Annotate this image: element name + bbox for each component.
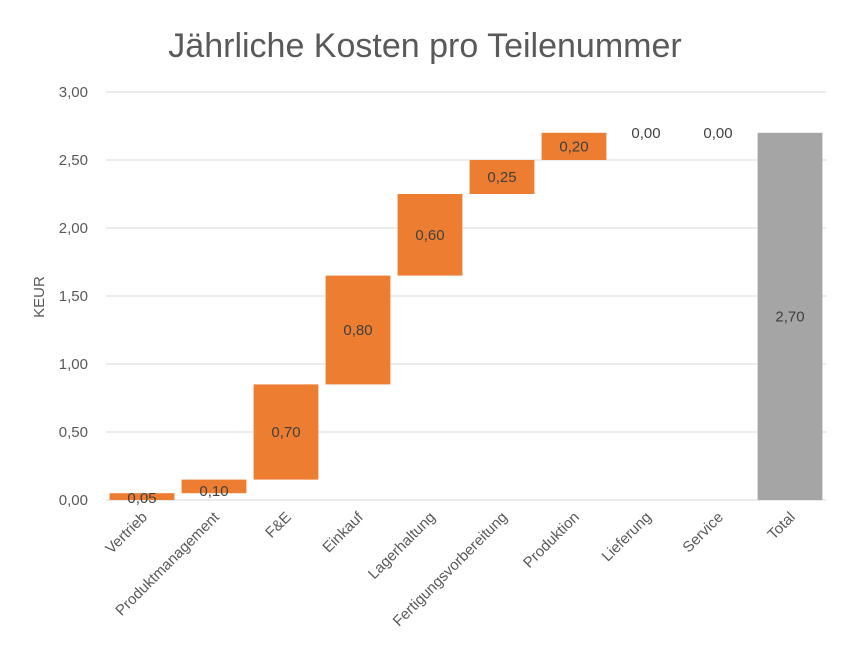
data-label: 0,05 [127, 490, 156, 507]
y-axis-label: KEUR [31, 276, 48, 318]
x-tick-label: Vertrieb [102, 509, 151, 558]
x-tick-label: Total [764, 509, 798, 543]
data-label: 0,20 [559, 138, 588, 155]
gridlines [106, 91, 826, 501]
bar-fertigungsvorbereitung [469, 160, 535, 194]
data-label: 0,70 [271, 424, 300, 441]
data-label: 2,70 [775, 308, 804, 325]
x-tick-label: F&E [262, 509, 295, 542]
bar-produktmanagement [181, 479, 247, 494]
x-tick-label: Service [679, 509, 726, 556]
y-tick-label: 0,00 [59, 492, 88, 509]
x-tick-label: Lagerhaltung [365, 509, 439, 583]
bar-lagerhaltung [397, 194, 463, 276]
chart-title: Jährliche Kosten pro Teilenummer [168, 27, 681, 65]
data-label: 0,80 [343, 322, 372, 339]
bar-f-e [253, 384, 319, 480]
x-tick-label: Einkauf [319, 508, 367, 556]
y-tick-label: 1,50 [59, 288, 88, 305]
data-label: 0,00 [631, 125, 660, 142]
y-tick-label: 2,00 [59, 220, 88, 237]
y-tick-label: 3,00 [59, 84, 88, 101]
data-label: 0,00 [703, 125, 732, 142]
data-label: 0,10 [199, 483, 228, 500]
bar-total [757, 132, 823, 501]
y-axis-ticks: 0,00 0,50 1,00 1,50 2,00 2,50 3,00 [59, 84, 88, 509]
y-tick-label: 0,50 [59, 424, 88, 441]
y-tick-label: 1,00 [59, 356, 88, 373]
bar-einkauf [325, 275, 391, 385]
data-labels: 0,05 0,10 0,70 0,80 0,60 0,25 0,20 0,00 0,00 2,70 [127, 125, 804, 507]
bar-produktion [541, 132, 607, 160]
bars [109, 132, 823, 501]
y-tick-label: 2,50 [59, 152, 88, 169]
data-label: 0,60 [415, 227, 444, 244]
x-tick-label: Produktion [520, 509, 583, 572]
data-label: 0,25 [487, 169, 516, 186]
x-tick-label: Lieferung [599, 509, 655, 565]
bar-vertrieb [109, 493, 175, 500]
